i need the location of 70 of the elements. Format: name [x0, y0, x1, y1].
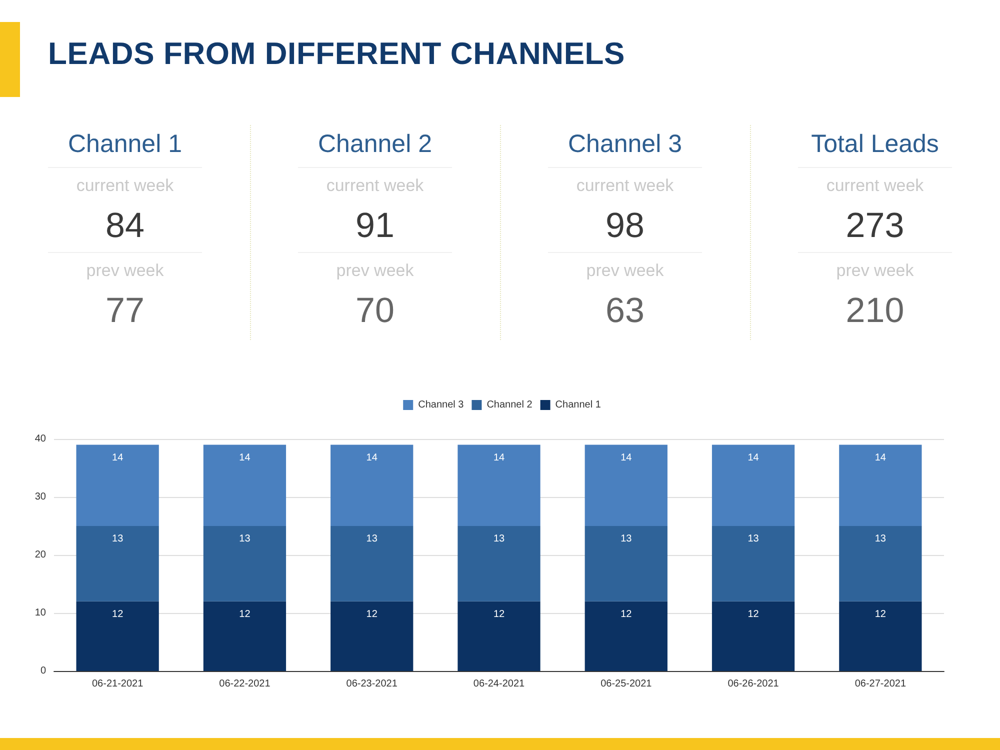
data-label: 14	[874, 452, 886, 464]
x-tick-label: 06-26-2021	[728, 678, 780, 690]
data-label: 70	[354, 291, 396, 332]
data-label: 13	[112, 534, 124, 544]
data-label: 12	[112, 608, 124, 620]
data-label: 13	[239, 534, 251, 544]
y-tick-label: 0	[40, 666, 46, 676]
legend-label: Channel 2	[486, 400, 533, 410]
bar	[330, 444, 414, 526]
category-label: Channel 3	[548, 130, 702, 168]
data-label: 77	[104, 291, 146, 332]
bar	[203, 601, 286, 671]
data-label: 273	[798, 206, 952, 253]
category-label: Channel 2	[298, 130, 452, 168]
bar	[584, 526, 668, 602]
data-label: 13	[874, 534, 886, 544]
data-label: 98	[548, 206, 702, 253]
bar	[839, 444, 922, 526]
category-label: Total Leads	[798, 130, 952, 168]
data-label: 13	[620, 534, 632, 544]
data-label: 14	[620, 452, 632, 464]
bar	[458, 526, 540, 602]
data-label: 14	[493, 452, 505, 464]
data-label: 13	[366, 534, 378, 544]
data-label: 14	[112, 452, 124, 464]
x-tick-label: 06-21-2021	[92, 678, 144, 690]
data-label: 210	[844, 291, 906, 332]
bar	[712, 601, 795, 671]
bar	[839, 601, 922, 671]
bar	[76, 526, 159, 602]
x-tick-label: 06-23-2021	[346, 678, 398, 690]
x-tick-label: 06-25-2021	[600, 678, 652, 690]
data-label: 14	[366, 452, 378, 464]
data-label: 13	[493, 534, 505, 544]
data-label: 12	[366, 608, 378, 620]
bar	[712, 444, 795, 526]
data-label: 14	[239, 452, 251, 464]
bar	[330, 601, 414, 671]
data-label: 84	[48, 206, 202, 253]
data-label: 12	[874, 608, 886, 620]
y-tick-label: 20	[34, 550, 46, 560]
bar	[584, 601, 668, 671]
bar	[712, 526, 795, 602]
x-tick-label: 06-24-2021	[473, 678, 526, 690]
data-label: 91	[298, 206, 452, 253]
bar	[584, 444, 668, 526]
bar	[76, 601, 159, 671]
data-label: 63	[604, 291, 646, 332]
y-tick-label: 30	[34, 492, 46, 502]
x-tick-label: 06-27-2021	[854, 678, 906, 690]
bar	[839, 526, 922, 602]
text: LEADS FROM DIFFERENT CHANNELS	[48, 36, 626, 72]
category-label: Channel 1	[48, 130, 202, 168]
y-tick-label: 40	[34, 434, 46, 444]
data-label: 12	[239, 608, 251, 620]
data-label: 12	[748, 608, 760, 620]
legend-label: Channel 1	[555, 400, 602, 410]
bar	[203, 526, 286, 602]
bar	[458, 601, 540, 671]
data-label: 14	[748, 452, 760, 464]
bar	[458, 444, 540, 526]
data-label: 13	[748, 534, 760, 544]
data-label: 12	[620, 608, 632, 620]
bar	[330, 526, 414, 602]
legend-label: Channel 3	[418, 400, 464, 410]
y-tick-label: 10	[34, 608, 46, 618]
x-tick-label: 06-22-2021	[219, 678, 271, 690]
data-label: 12	[493, 608, 505, 620]
bar	[76, 444, 159, 526]
bar	[203, 444, 286, 526]
